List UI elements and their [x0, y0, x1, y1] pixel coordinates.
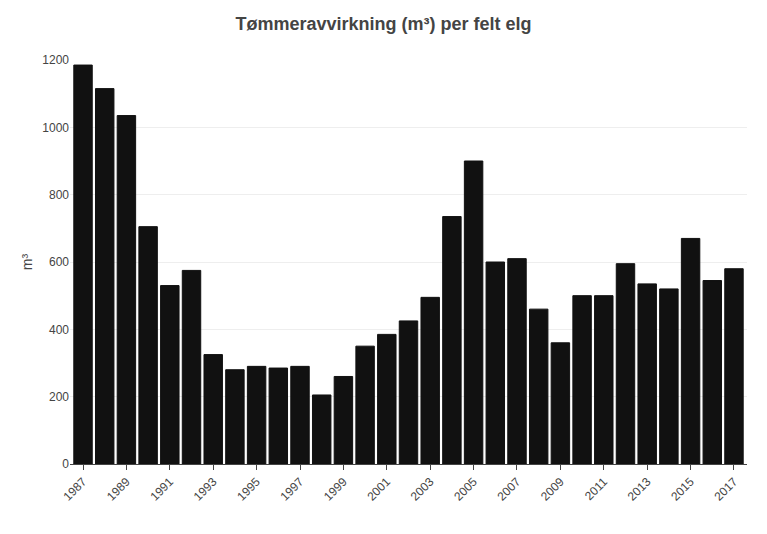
- svg-text:2009: 2009: [538, 475, 567, 504]
- svg-text:600: 600: [49, 255, 69, 269]
- svg-text:1987: 1987: [61, 475, 90, 504]
- svg-text:1989: 1989: [104, 475, 133, 504]
- svg-text:1999: 1999: [321, 475, 350, 504]
- svg-text:2001: 2001: [364, 475, 393, 504]
- svg-text:m³: m³: [19, 254, 35, 271]
- svg-text:2011: 2011: [582, 475, 610, 503]
- svg-text:1993: 1993: [191, 475, 220, 504]
- svg-text:1991: 1991: [147, 475, 176, 504]
- svg-text:800: 800: [49, 188, 69, 202]
- svg-text:2005: 2005: [451, 475, 480, 504]
- svg-text:2007: 2007: [495, 475, 524, 504]
- svg-text:1997: 1997: [278, 475, 307, 504]
- svg-text:400: 400: [49, 323, 69, 337]
- svg-text:1995: 1995: [234, 475, 263, 504]
- svg-text:0: 0: [62, 457, 69, 471]
- svg-text:200: 200: [49, 390, 69, 404]
- svg-text:1000: 1000: [42, 121, 69, 135]
- svg-text:Tømmeravvirkning (m³) per felt: Tømmeravvirkning (m³) per felt elg: [235, 14, 531, 34]
- svg-text:2015: 2015: [668, 475, 697, 504]
- svg-text:2013: 2013: [625, 475, 654, 504]
- svg-text:2003: 2003: [408, 475, 437, 504]
- svg-text:2017: 2017: [712, 475, 741, 504]
- svg-text:1200: 1200: [42, 53, 69, 67]
